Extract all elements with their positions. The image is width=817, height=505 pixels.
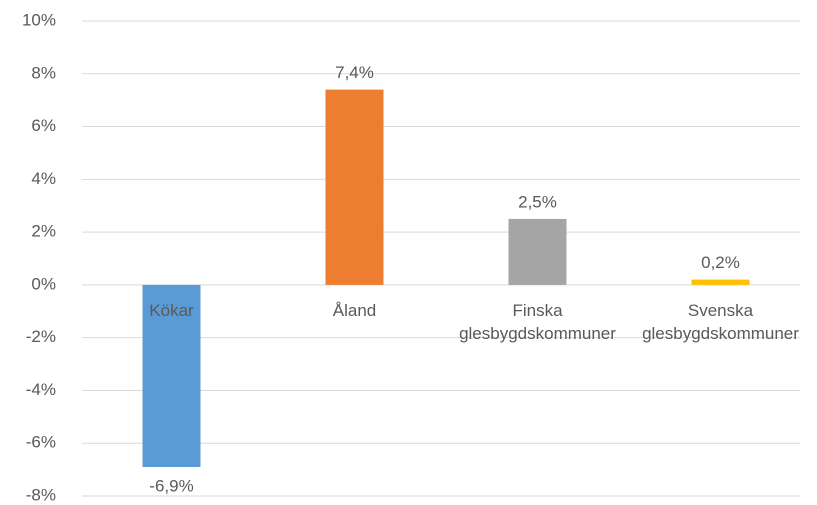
y-tick-label: 8% <box>31 63 56 82</box>
bar <box>325 89 384 285</box>
y-tick-label: 0% <box>31 274 56 293</box>
y-tick-label: 10% <box>22 10 56 29</box>
y-tick-label: -8% <box>26 485 56 504</box>
x-tick-label: Kökar <box>149 300 194 320</box>
bar <box>508 218 567 285</box>
y-tick-label: -2% <box>26 327 56 346</box>
y-tick-label: -4% <box>26 380 56 399</box>
y-tick-label: 4% <box>31 169 56 188</box>
y-tick-label: 6% <box>31 116 56 135</box>
bar <box>142 284 201 467</box>
y-tick-label: 2% <box>31 222 56 241</box>
x-tick-label: Finska glesbygdskommuner <box>459 300 616 343</box>
value-label: 2,5% <box>518 192 557 211</box>
value-label: 7,4% <box>335 63 374 82</box>
x-tick-label: Åland <box>332 300 377 320</box>
x-tick-label: Svenska glesbygdskommuner <box>642 300 799 343</box>
value-label: -6,9% <box>149 476 193 495</box>
y-tick-label: -6% <box>26 433 56 452</box>
value-label: 0,2% <box>701 253 740 272</box>
bar <box>691 279 750 285</box>
